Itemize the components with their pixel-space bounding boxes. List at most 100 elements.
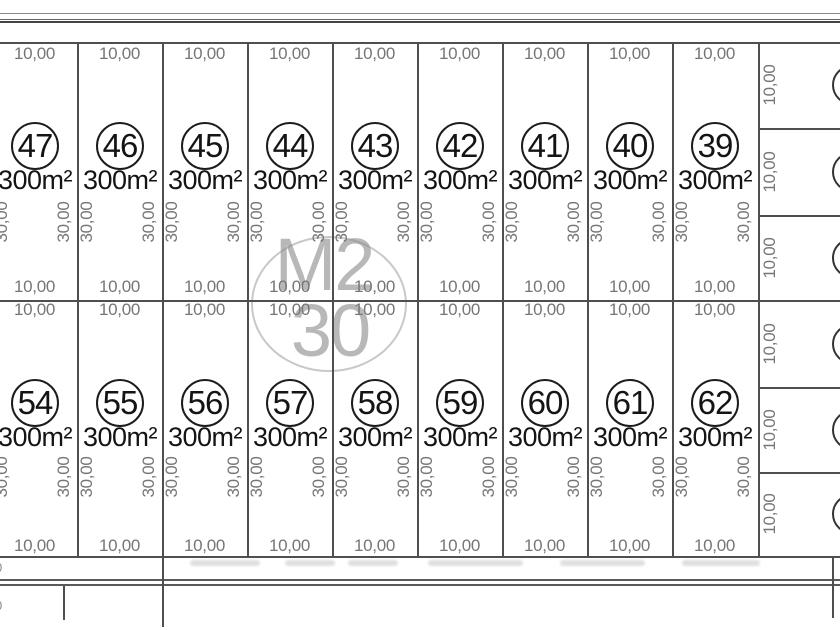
plot-number-circle-62: 62 — [691, 379, 739, 427]
plot-area-label: 300m² — [252, 165, 328, 195]
side-plot-divider-line — [758, 128, 840, 130]
plot-width-dimension: 10,00 — [268, 300, 311, 319]
plot-number-circle-40: 40 — [606, 122, 654, 170]
plot-width-dimension: 10,00 — [523, 300, 566, 319]
plot-width-dimension: 10,00 — [523, 277, 566, 296]
plot-depth-dimension: 30,00 — [502, 456, 521, 498]
block-bottom-boundary — [0, 556, 840, 558]
side-plot-divider-line — [758, 472, 840, 474]
plot-depth-dimension: 30,00 — [247, 201, 266, 243]
edge-text-fragment: 0 — [0, 599, 2, 612]
side-plot-number-circle-partial — [832, 152, 840, 192]
plot-area-label: 300m² — [592, 422, 668, 452]
plot-depth-dimension: 30,00 — [417, 201, 436, 243]
plot-boundary-line — [162, 42, 164, 557]
plot-width-dimension: 10,00 — [523, 44, 566, 63]
block-top-boundary — [0, 42, 840, 44]
boundary-stub-line — [162, 557, 164, 627]
plot-depth-dimension: 30,00 — [0, 201, 11, 243]
plot-width-dimension: 10,00 — [608, 277, 651, 296]
plot-depth-dimension: 30,00 — [162, 456, 181, 498]
plot-width-dimension: 10,00 — [693, 536, 736, 555]
road-edge-line — [0, 19, 840, 20]
side-plot-number-circle-partial — [832, 238, 840, 278]
side-plot-width-dimension: 10,00 — [760, 493, 779, 535]
plot-depth-dimension: 30,00 — [564, 456, 583, 498]
plot-width-dimension: 10,00 — [13, 44, 56, 63]
plot-depth-dimension: 30,00 — [247, 456, 266, 498]
plot-depth-dimension: 30,00 — [672, 456, 691, 498]
plot-depth-dimension: 30,00 — [139, 456, 158, 498]
plot-boundary-line — [417, 42, 419, 557]
plot-depth-dimension: 30,00 — [54, 456, 73, 498]
plot-area-label: 300m² — [677, 422, 753, 452]
plot-number-circle-55: 55 — [96, 379, 144, 427]
plot-width-dimension: 10,00 — [608, 536, 651, 555]
plot-depth-dimension: 30,00 — [309, 201, 328, 243]
plot-width-dimension: 10,00 — [353, 536, 396, 555]
plot-area-label: 300m² — [507, 165, 583, 195]
plot-depth-dimension: 30,00 — [587, 456, 606, 498]
plot-area-label: 300m² — [592, 165, 668, 195]
plot-number-circle-39: 39 — [691, 122, 739, 170]
plot-width-dimension: 10,00 — [268, 277, 311, 296]
plot-depth-dimension: 30,00 — [479, 201, 498, 243]
plot-number-circle-41: 41 — [521, 122, 569, 170]
plot-number-circle-58: 58 — [351, 379, 399, 427]
scan-smudge — [285, 560, 335, 566]
plot-width-dimension: 10,00 — [438, 44, 481, 63]
plot-area-label: 300m² — [0, 422, 73, 452]
side-plot-width-dimension: 10,00 — [760, 151, 779, 193]
plot-area-label: 300m² — [507, 422, 583, 452]
plot-boundary-line — [332, 42, 334, 557]
plot-number-circle-60: 60 — [521, 379, 569, 427]
side-plot-number-circle-partial — [832, 65, 840, 105]
boundary-stub-line — [63, 586, 65, 620]
plot-area-label: 300m² — [422, 165, 498, 195]
road-edge-line — [0, 13, 840, 14]
side-plot-width-dimension: 10,00 — [760, 237, 779, 279]
watermark-text-bottom: 30 — [290, 289, 371, 372]
side-plot-number-circle-partial — [832, 410, 840, 450]
plot-area-label: 300m² — [337, 422, 413, 452]
plot-width-dimension: 10,00 — [438, 277, 481, 296]
plot-depth-dimension: 30,00 — [77, 201, 96, 243]
plot-area-label: 300m² — [252, 422, 328, 452]
plot-width-dimension: 10,00 — [438, 300, 481, 319]
plot-depth-dimension: 30,00 — [564, 201, 583, 243]
plot-width-dimension: 10,00 — [183, 536, 226, 555]
boundary-stub-line — [832, 557, 834, 618]
edge-text-fragment: 0 — [0, 561, 2, 574]
plot-area-label: 300m² — [337, 165, 413, 195]
plot-number-circle-47: 47 — [11, 122, 59, 170]
plot-area-label: 300m² — [677, 165, 753, 195]
plot-depth-dimension: 30,00 — [649, 456, 668, 498]
road-edge-line — [0, 21, 840, 23]
plot-area-label: 300m² — [82, 165, 158, 195]
plot-width-dimension: 10,00 — [438, 536, 481, 555]
plot-width-dimension: 10,00 — [693, 300, 736, 319]
plot-number-circle-59: 59 — [436, 379, 484, 427]
road-edge-line — [0, 584, 840, 586]
plot-width-dimension: 10,00 — [353, 44, 396, 63]
plot-boundary-line — [247, 42, 249, 557]
plot-depth-dimension: 30,00 — [394, 201, 413, 243]
plot-width-dimension: 10,00 — [98, 277, 141, 296]
plot-area-label: 300m² — [167, 165, 243, 195]
plot-number-circle-57: 57 — [266, 379, 314, 427]
plot-depth-dimension: 30,00 — [649, 201, 668, 243]
plot-width-dimension: 10,00 — [353, 277, 396, 296]
side-plot-number-circle-partial — [832, 324, 840, 364]
plot-depth-dimension: 30,00 — [162, 201, 181, 243]
plot-depth-dimension: 30,00 — [672, 201, 691, 243]
scan-smudge — [348, 560, 398, 566]
watermark-text-top: M2 — [274, 223, 376, 306]
plot-boundary-line — [77, 42, 79, 557]
plot-number-circle-46: 46 — [96, 122, 144, 170]
plot-area-label: 300m² — [167, 422, 243, 452]
plot-area-label: 300m² — [82, 422, 158, 452]
plot-depth-dimension: 30,00 — [77, 456, 96, 498]
side-plot-width-dimension: 10,00 — [760, 323, 779, 365]
plot-width-dimension: 10,00 — [608, 44, 651, 63]
plot-width-dimension: 10,00 — [353, 300, 396, 319]
